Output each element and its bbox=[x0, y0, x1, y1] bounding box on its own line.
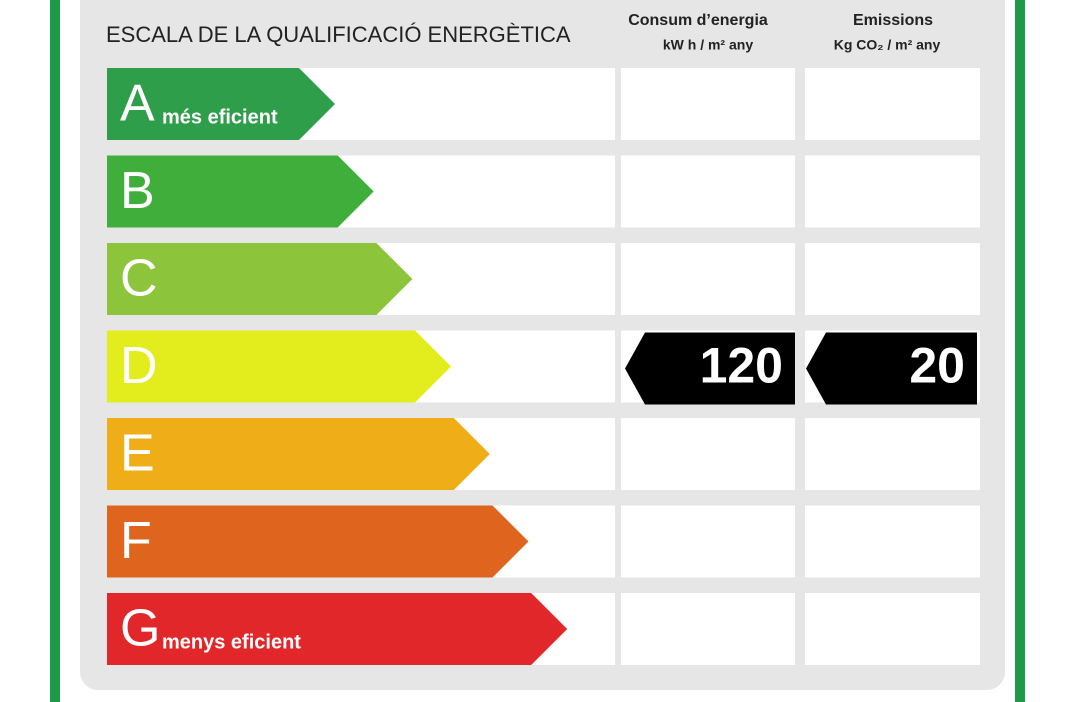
value-box bbox=[805, 243, 980, 315]
value-box bbox=[621, 68, 795, 140]
rating-letter: D bbox=[120, 337, 158, 395]
rating-letter: B bbox=[120, 162, 155, 220]
rating-arrow bbox=[107, 155, 374, 228]
rating-arrow bbox=[107, 243, 413, 315]
border-right bbox=[1015, 0, 1025, 702]
value-box bbox=[805, 155, 980, 228]
rating-letter: G bbox=[120, 600, 160, 658]
value-arrow bbox=[806, 332, 977, 405]
title: ESCALA DE LA QUALIFICACIÓ ENERGÈTICA bbox=[106, 22, 571, 47]
rating-arrow bbox=[107, 68, 335, 140]
rating-letter: C bbox=[120, 250, 158, 308]
rating-arrow bbox=[107, 505, 529, 578]
value-arrow bbox=[625, 332, 795, 405]
value-box bbox=[805, 418, 980, 490]
value-box bbox=[621, 418, 795, 490]
value-text: 20 bbox=[909, 338, 965, 394]
value-text: 120 bbox=[700, 338, 783, 394]
rating-label: menys eficient bbox=[162, 631, 301, 653]
value-box bbox=[805, 505, 980, 578]
value-box bbox=[805, 593, 980, 665]
value-box bbox=[621, 243, 795, 315]
value-box bbox=[621, 593, 795, 665]
rating-arrow bbox=[107, 593, 568, 665]
rating-letter: F bbox=[120, 512, 152, 570]
column-title: Consum d’energia bbox=[628, 12, 768, 29]
rating-label: més eficient bbox=[162, 106, 278, 128]
rating-arrow bbox=[107, 418, 490, 490]
column-title: Emissions bbox=[853, 12, 933, 29]
border-left bbox=[50, 0, 60, 702]
rating-arrow bbox=[107, 330, 452, 403]
column-unit: Kg CO₂ / m² any bbox=[834, 37, 941, 53]
column-unit: kW h / m² any bbox=[663, 37, 753, 53]
rating-letter: E bbox=[120, 425, 155, 483]
value-box bbox=[621, 505, 795, 578]
value-box bbox=[805, 68, 980, 140]
value-box bbox=[621, 155, 795, 228]
rating-letter: A bbox=[120, 75, 155, 133]
